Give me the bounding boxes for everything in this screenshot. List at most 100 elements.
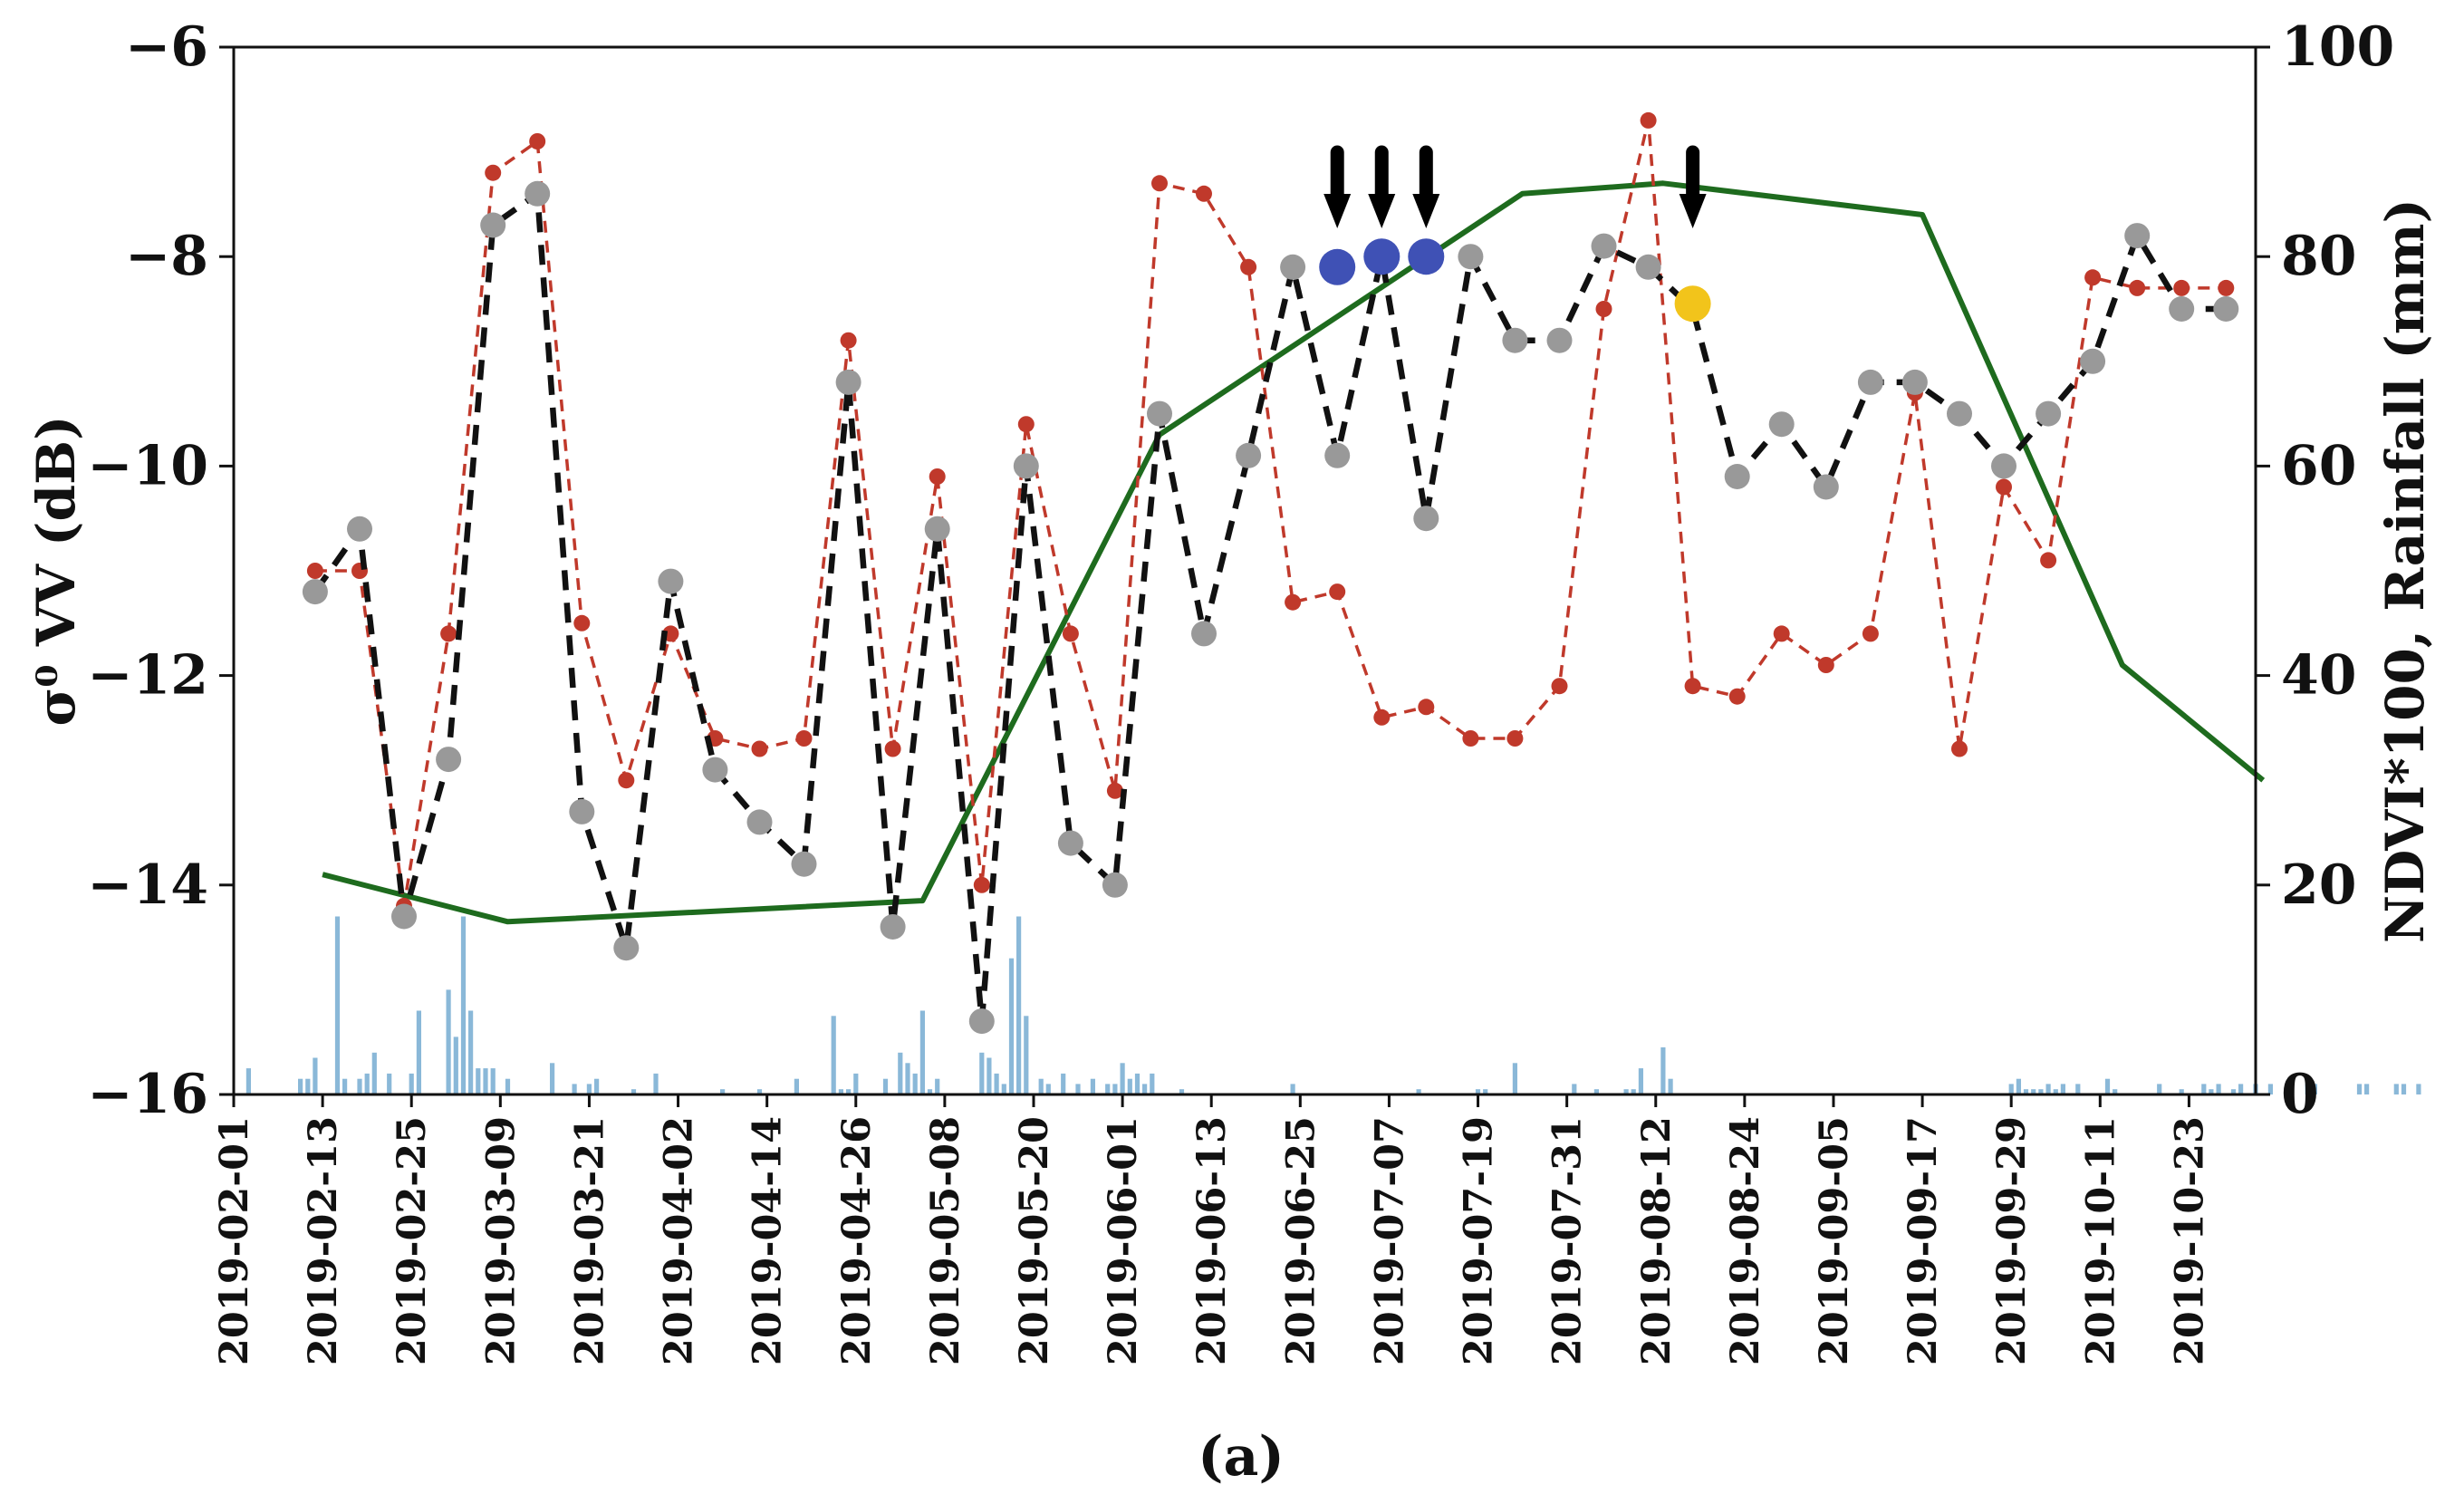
rainfall-bar [1660, 1047, 1666, 1094]
field-series [302, 180, 2239, 1035]
reference-point [1551, 678, 1568, 695]
rainfall-bar [2157, 1084, 2162, 1094]
reference-point [2129, 279, 2146, 296]
reference-point [1285, 593, 1302, 611]
reference-point [929, 468, 946, 485]
rainfall-bar [453, 1036, 458, 1094]
reference-point [2084, 269, 2102, 286]
y-tick-label: −12 [87, 644, 208, 708]
reference-point [840, 332, 857, 349]
field-point [1147, 400, 1172, 427]
field-point [347, 516, 372, 542]
rainfall-bar [2364, 1084, 2370, 1094]
rainfall-bar [1061, 1073, 1066, 1094]
x-tick-label: 2019-04-02 [657, 1116, 702, 1365]
rainfall-bar [1631, 1089, 1636, 1094]
rainfall-bar [364, 1073, 370, 1094]
rainfall-bar [2053, 1089, 2058, 1094]
field-point [746, 809, 773, 835]
rainfall-bar [416, 1010, 421, 1094]
field-point [480, 212, 506, 238]
rainfall-bar [935, 1078, 940, 1094]
rainfall-bar [919, 1010, 925, 1094]
x-tick-label: 2019-06-13 [1189, 1116, 1235, 1365]
rainfall-bar [483, 1068, 488, 1094]
reference-point [2173, 279, 2190, 296]
rainfall-bar [2179, 1089, 2184, 1094]
field-point [835, 369, 861, 395]
reference-point [1951, 740, 1968, 757]
rainfall-bar [2416, 1084, 2421, 1094]
reference-point [485, 164, 502, 181]
rainfall-bar [2031, 1089, 2036, 1094]
reference-point [1106, 782, 1123, 799]
rainfall-bar [550, 1063, 555, 1094]
field-point [1768, 411, 1795, 438]
rainfall-bar [1127, 1078, 1132, 1094]
reference-point [1862, 625, 1879, 642]
reference-point [884, 740, 901, 757]
rainfall-bar [2201, 1084, 2207, 1094]
reference-point [1462, 730, 1479, 747]
field-point [702, 757, 728, 783]
reference-point [1062, 625, 1079, 642]
field-point [2169, 296, 2195, 322]
x-tick-label: 2019-10-23 [2167, 1116, 2212, 1365]
x-tick-label: 2019-02-01 [212, 1116, 257, 1365]
rainfall-bar [1090, 1078, 1095, 1094]
rainfall-bars [245, 916, 2421, 1094]
field-point [1280, 254, 1306, 280]
field-point [1813, 474, 1839, 500]
down-arrow-icon [1368, 194, 1396, 228]
reference-line [314, 119, 2227, 908]
x-tick-label: 2019-08-12 [1634, 1116, 1680, 1365]
y2-tick-label: 60 [2281, 434, 2357, 497]
rainfall-bar [476, 1068, 481, 1094]
rainfall-bar [838, 1089, 843, 1094]
reference-point [1773, 625, 1790, 642]
field-point [1057, 830, 1083, 856]
field-point [2124, 223, 2151, 249]
field-point [1991, 453, 2016, 479]
x-tick-label: 2019-09-05 [1812, 1116, 1857, 1365]
reference-point [2218, 279, 2235, 296]
y2-tick-label: 40 [2281, 644, 2357, 708]
y-tick-label: −16 [87, 1063, 208, 1126]
rainfall-bar [2113, 1089, 2118, 1094]
reference-point [1640, 111, 1657, 129]
field-point [1502, 327, 1528, 353]
rainfall-bar [1024, 1016, 1029, 1094]
x-tick-label: 2019-04-14 [746, 1116, 791, 1365]
rainfall-bar [1290, 1084, 1295, 1094]
rainfall-bar [313, 1057, 318, 1094]
reference-point [1817, 657, 1834, 673]
reference-point [1196, 185, 1212, 202]
highlight-point [1408, 238, 1445, 275]
reference-point [1996, 478, 2012, 496]
reference-point [306, 563, 323, 579]
reference-point [1728, 688, 1746, 705]
rainfall-bar [594, 1078, 600, 1094]
x-tick-label: 2019-03-09 [478, 1116, 524, 1365]
down-arrow-icon [1412, 194, 1440, 228]
y-tick-label: −14 [87, 853, 208, 917]
reference-point [751, 740, 768, 757]
x-tick-label: 2019-02-13 [301, 1116, 346, 1365]
rainfall-bar [2312, 1084, 2317, 1094]
x-tick-label: 2019-08-24 [1723, 1116, 1768, 1365]
field-point [2080, 348, 2106, 374]
rainfall-bar [298, 1078, 303, 1094]
x-tick-label: 2019-03-21 [567, 1116, 612, 1365]
highlight-point [1319, 248, 1356, 285]
x-tick-label: 2019-06-01 [1101, 1116, 1146, 1365]
left-y-axis: −16 −14 −12 −10 −8 −6 [87, 15, 234, 1126]
x-tick-label: 2019-07-31 [1545, 1116, 1591, 1365]
down-arrow-icon [1679, 194, 1707, 228]
field-point [1102, 872, 1128, 898]
reference-point [618, 772, 635, 789]
rainfall-bar [2401, 1084, 2407, 1094]
left-axis-title: σ⁰ VV (dB) [25, 415, 87, 726]
rainfall-bar [912, 1073, 918, 1094]
rainfall-bar [460, 916, 467, 1094]
